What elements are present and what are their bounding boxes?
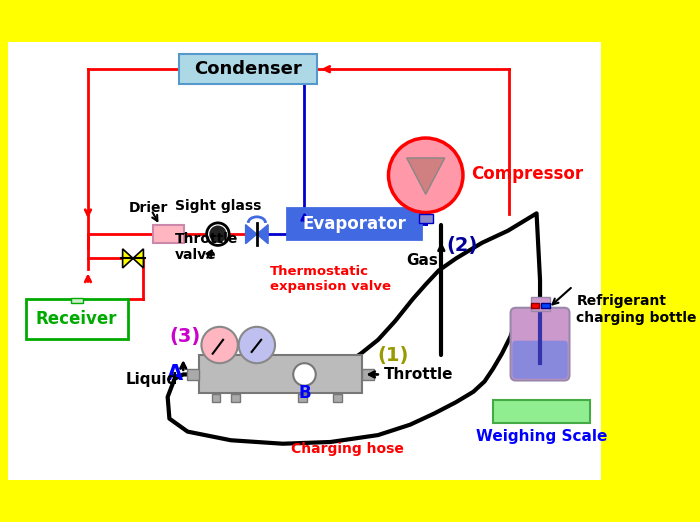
FancyBboxPatch shape	[512, 341, 568, 379]
Text: Compressor: Compressor	[471, 164, 583, 183]
Polygon shape	[133, 249, 144, 268]
Text: (3): (3)	[169, 327, 201, 346]
Bar	[521, 342, 559, 375]
Polygon shape	[122, 249, 133, 268]
Text: Charging hose: Charging hose	[291, 442, 404, 456]
Bar	[153, 226, 184, 243]
Bar	[212, 394, 220, 402]
Text: Gas: Gas	[406, 253, 438, 268]
Bar	[179, 54, 318, 85]
Text: Throttle
valve: Throttle valve	[174, 232, 238, 262]
Circle shape	[389, 138, 463, 212]
Polygon shape	[257, 224, 268, 244]
Bar	[362, 369, 374, 379]
Bar	[419, 214, 433, 223]
Bar	[531, 303, 539, 308]
Circle shape	[239, 327, 275, 363]
Text: Receiver: Receiver	[36, 310, 118, 328]
Circle shape	[206, 223, 229, 245]
Polygon shape	[246, 224, 257, 244]
Bar	[199, 355, 362, 394]
Text: (1): (1)	[377, 346, 409, 365]
Circle shape	[209, 226, 227, 243]
Circle shape	[293, 363, 316, 386]
Text: B: B	[298, 384, 311, 402]
Bar	[71, 298, 83, 303]
Text: (2): (2)	[447, 236, 478, 255]
Text: Refrigerant
charging bottle: Refrigerant charging bottle	[576, 294, 697, 325]
Text: Sight glass: Sight glass	[175, 199, 261, 213]
FancyBboxPatch shape	[510, 308, 570, 381]
Text: Weighing Scale: Weighing Scale	[476, 429, 608, 444]
Text: A: A	[167, 364, 183, 384]
Bar	[531, 298, 550, 311]
Bar	[298, 394, 307, 402]
Circle shape	[202, 327, 238, 363]
Text: Throttle: Throttle	[384, 367, 454, 382]
Polygon shape	[407, 158, 444, 194]
Text: Condenser: Condenser	[195, 60, 302, 78]
Bar	[333, 394, 342, 402]
Text: Evaporator: Evaporator	[302, 215, 406, 233]
Text: Liquid: Liquid	[126, 372, 178, 387]
Bar	[187, 369, 199, 379]
Bar	[541, 303, 550, 308]
Bar	[287, 208, 421, 240]
Bar	[494, 400, 590, 423]
Text: Thermostatic
expansion valve: Thermostatic expansion valve	[270, 265, 391, 293]
Bar	[231, 394, 239, 402]
Bar	[26, 299, 128, 339]
Text: Drier: Drier	[129, 201, 168, 215]
